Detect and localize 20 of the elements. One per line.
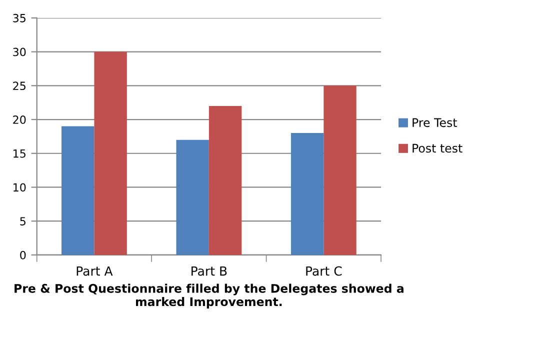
x-tick-label: Part C — [306, 266, 342, 276]
y-tick-label: 20 — [13, 115, 26, 124]
x-tick-label: Part B — [192, 266, 227, 276]
y-tick-label: 0 — [20, 250, 26, 260]
legend-label: Pre Test — [412, 118, 457, 128]
x-axis-title: Pre & Post Questionnaire filled by the Delegates showed a marked Improvement. — [14, 284, 404, 308]
bar — [208, 106, 242, 255]
y-tick-label: 25 — [13, 82, 26, 90]
bar — [62, 126, 94, 255]
y-tick-label: 15 — [14, 150, 26, 158]
y-tick-label: 10 — [14, 183, 26, 192]
x-tick-label: Part A — [76, 266, 113, 276]
bar — [290, 133, 324, 255]
y-tick-label: 5 — [20, 217, 26, 226]
bar — [176, 140, 209, 255]
legend-label: Post test — [412, 144, 462, 153]
y-tick-label: 35 — [13, 14, 26, 22]
bar — [324, 86, 356, 255]
y-tick-label: 30 — [13, 48, 26, 56]
bar — [94, 52, 127, 255]
